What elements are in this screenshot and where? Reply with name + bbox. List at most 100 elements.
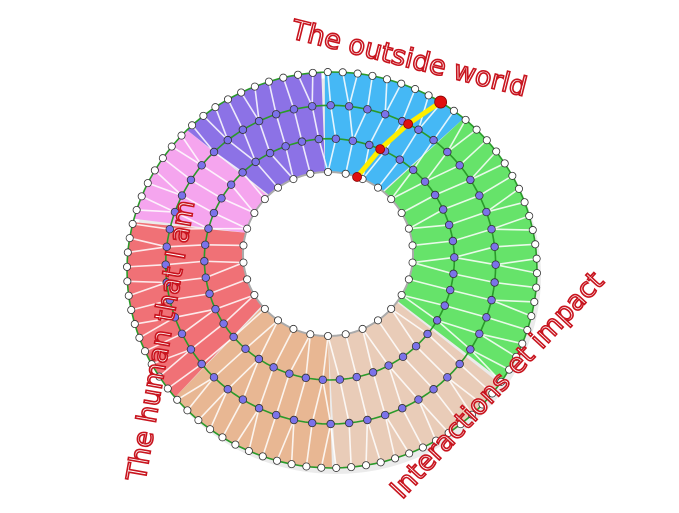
outer-node	[461, 115, 470, 124]
spoke-line	[221, 197, 255, 214]
outer-node	[523, 326, 532, 335]
inner-node	[170, 207, 180, 217]
inner-node	[365, 140, 374, 150]
inner-node	[455, 359, 464, 369]
outer-node	[293, 70, 302, 79]
outer-node	[404, 275, 413, 284]
outer-node	[353, 69, 362, 78]
spoke-line	[384, 414, 396, 459]
spoke-line	[311, 72, 314, 107]
spoke-line	[348, 422, 352, 468]
outer-node	[338, 68, 347, 77]
spoke-line	[390, 169, 414, 200]
spoke-line	[201, 336, 235, 365]
spoke-line	[305, 422, 313, 467]
inner-node	[440, 301, 449, 310]
outer-node	[500, 159, 509, 168]
inner-node	[380, 410, 390, 420]
spoke-line	[469, 348, 502, 383]
spoke-line	[248, 408, 260, 452]
inner-node	[438, 205, 448, 214]
spoke-line	[227, 358, 260, 390]
inner-node	[443, 147, 452, 157]
spoke-line	[366, 75, 374, 110]
inner-node	[446, 285, 455, 295]
spoke-line	[190, 179, 222, 199]
inner-node	[271, 110, 281, 119]
spoke-line	[352, 108, 369, 142]
inner-node	[448, 236, 458, 246]
outer-node	[243, 224, 252, 233]
outer-node	[376, 458, 385, 467]
spoke-line	[412, 261, 454, 275]
outer-node	[512, 352, 521, 361]
spoke-line	[275, 373, 291, 416]
outer-node	[456, 420, 465, 429]
spoke-line	[138, 316, 176, 339]
spoke-line	[417, 399, 450, 434]
inner-node	[420, 177, 430, 186]
inner-node	[219, 319, 228, 328]
spoke-line	[288, 333, 312, 375]
spoke-line	[388, 365, 420, 401]
spoke-line	[454, 256, 496, 266]
spoke-line	[166, 244, 206, 248]
spoke-line	[327, 138, 337, 173]
outer-node	[287, 460, 296, 469]
spoke-line	[459, 363, 493, 395]
spoke-line	[221, 399, 244, 438]
outer-node	[332, 463, 341, 472]
highlight-node	[375, 144, 386, 154]
outer-node	[532, 269, 541, 278]
outer-node	[273, 456, 282, 465]
inner-node	[162, 242, 171, 252]
outer-node	[362, 461, 371, 470]
spoke-line	[318, 138, 329, 173]
spoke-line	[209, 278, 248, 295]
spoke-line	[180, 135, 203, 166]
inner-node	[482, 207, 491, 217]
outer-node	[467, 410, 476, 419]
spoke-line	[223, 294, 255, 325]
outer-node	[123, 262, 132, 271]
spoke-line	[162, 157, 192, 181]
highlight-node	[352, 172, 362, 182]
spoke-line	[261, 414, 277, 457]
spoke-line	[131, 299, 171, 311]
outer-node	[408, 258, 417, 267]
spoke-line	[186, 376, 215, 411]
inner-node	[209, 208, 219, 218]
inner-node	[223, 135, 232, 145]
inner-node	[475, 191, 484, 200]
spoke-line	[301, 141, 312, 174]
inner-node	[475, 329, 484, 338]
spoke-line	[275, 114, 287, 147]
spoke-line	[486, 201, 525, 213]
inner-node	[165, 295, 175, 305]
spoke-line	[450, 289, 492, 301]
outer-node	[237, 88, 246, 97]
outer-node	[405, 449, 414, 458]
spoke-line	[415, 345, 448, 378]
spoke-line	[255, 161, 279, 189]
outer-node	[158, 154, 167, 163]
spoke-line	[401, 294, 445, 307]
inner-node	[344, 418, 354, 428]
spoke-line	[290, 419, 295, 465]
inner-node	[204, 224, 213, 233]
outer-node	[163, 384, 172, 393]
spoke-line	[242, 129, 257, 163]
inner-node	[487, 225, 496, 234]
outer-node	[449, 106, 458, 115]
spoke-line	[320, 423, 332, 468]
outer-node	[404, 224, 413, 233]
outer-node	[532, 283, 541, 292]
inner-node	[466, 175, 475, 185]
inner-node	[201, 240, 210, 250]
inner-node	[487, 295, 496, 305]
inner-node	[297, 137, 307, 146]
spoke-line	[446, 376, 483, 406]
highlight-path	[354, 99, 444, 180]
outer-node	[231, 440, 240, 449]
